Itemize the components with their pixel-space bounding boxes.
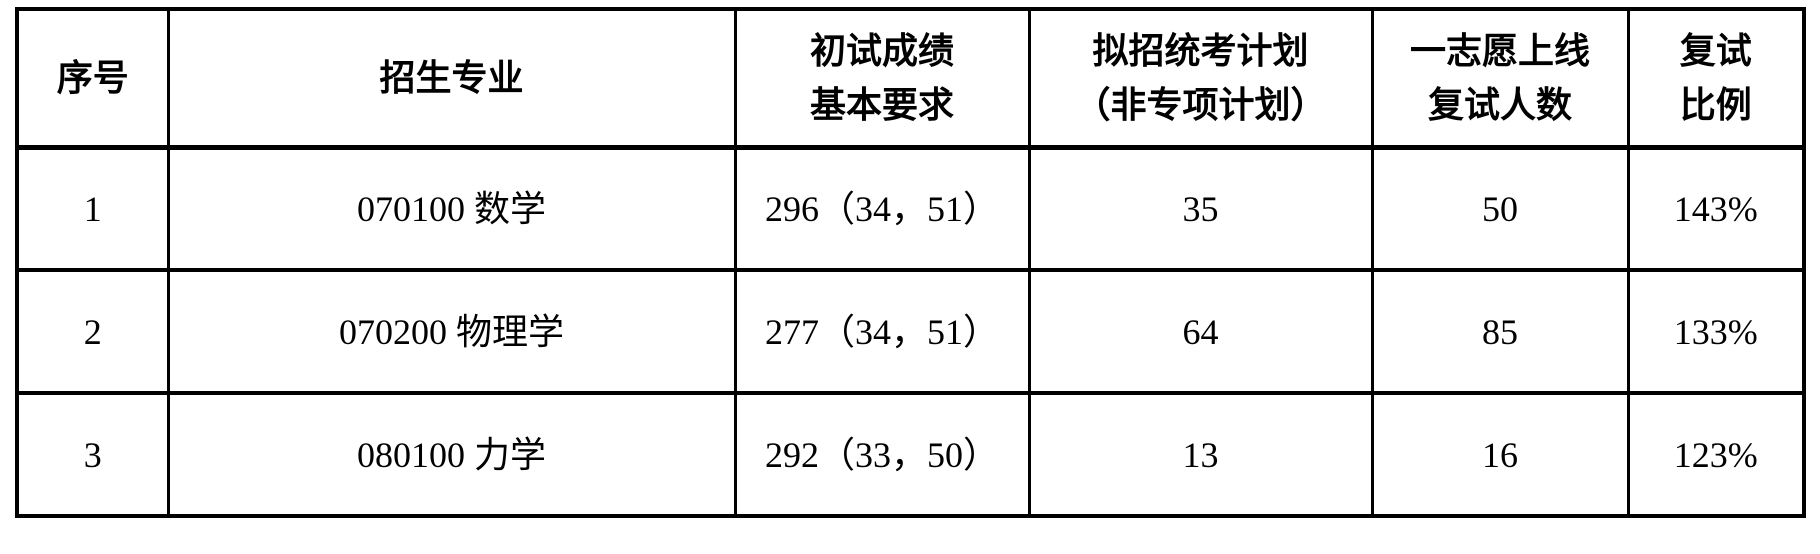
header-major: 招生专业 <box>166 7 737 150</box>
header-line: 基本要求 <box>809 84 954 125</box>
header-row: 序号 招生专业 初试成绩 基本要求 拟招统考计划 （非专项计划） 一志愿上线 复… <box>15 7 1806 150</box>
cell-major: 080100 力学 <box>166 391 737 518</box>
table-row: 2 070200 物理学 277（34，51） 64 85 133% <box>15 268 1806 395</box>
header-line: 复试 <box>1679 30 1752 71</box>
cell-initial-score: 296（34，51） <box>733 145 1031 272</box>
header-line: 初试成绩 <box>809 30 954 71</box>
header-serial-number: 序号 <box>15 7 170 150</box>
cell-planned-enrollment: 13 <box>1027 391 1374 518</box>
cell-major: 070200 物理学 <box>166 268 737 395</box>
header-line: 拟招统考计划 <box>1092 30 1309 71</box>
header-line: 复试人数 <box>1427 84 1572 125</box>
cell-retest-count: 50 <box>1370 145 1630 272</box>
header-initial-score-requirement: 初试成绩 基本要求 <box>733 7 1031 150</box>
cell-serial-number: 2 <box>15 268 170 395</box>
cell-planned-enrollment: 64 <box>1027 268 1374 395</box>
cell-initial-score: 292（33，50） <box>733 391 1031 518</box>
header-line: 招生专业 <box>379 57 524 98</box>
cell-retest-count: 16 <box>1370 391 1630 518</box>
table-row: 3 080100 力学 292（33，50） 13 16 123% <box>15 391 1806 518</box>
table-row: 1 070100 数学 296（34，51） 35 50 143% <box>15 145 1806 272</box>
admission-table: 序号 招生专业 初试成绩 基本要求 拟招统考计划 （非专项计划） 一志愿上线 复… <box>15 7 1806 518</box>
header-first-choice-retest-count: 一志愿上线 复试人数 <box>1370 7 1630 150</box>
header-line: （非专项计划） <box>1074 84 1327 125</box>
header-line: 比例 <box>1679 84 1752 125</box>
table-body: 1 070100 数学 296（34，51） 35 50 143% 2 0702… <box>15 145 1806 518</box>
cell-serial-number: 3 <box>15 391 170 518</box>
cell-initial-score: 277（34，51） <box>733 268 1031 395</box>
table-header: 序号 招生专业 初试成绩 基本要求 拟招统考计划 （非专项计划） 一志愿上线 复… <box>15 7 1806 150</box>
cell-serial-number: 1 <box>15 145 170 272</box>
header-planned-enrollment: 拟招统考计划 （非专项计划） <box>1027 7 1374 150</box>
header-line: 一志愿上线 <box>1409 30 1590 71</box>
cell-retest-ratio: 143% <box>1626 145 1806 272</box>
cell-planned-enrollment: 35 <box>1027 145 1374 272</box>
cell-major: 070100 数学 <box>166 145 737 272</box>
header-retest-ratio: 复试 比例 <box>1626 7 1806 150</box>
cell-retest-ratio: 123% <box>1626 391 1806 518</box>
cell-retest-count: 85 <box>1370 268 1630 395</box>
header-line: 序号 <box>56 57 129 98</box>
cell-retest-ratio: 133% <box>1626 268 1806 395</box>
